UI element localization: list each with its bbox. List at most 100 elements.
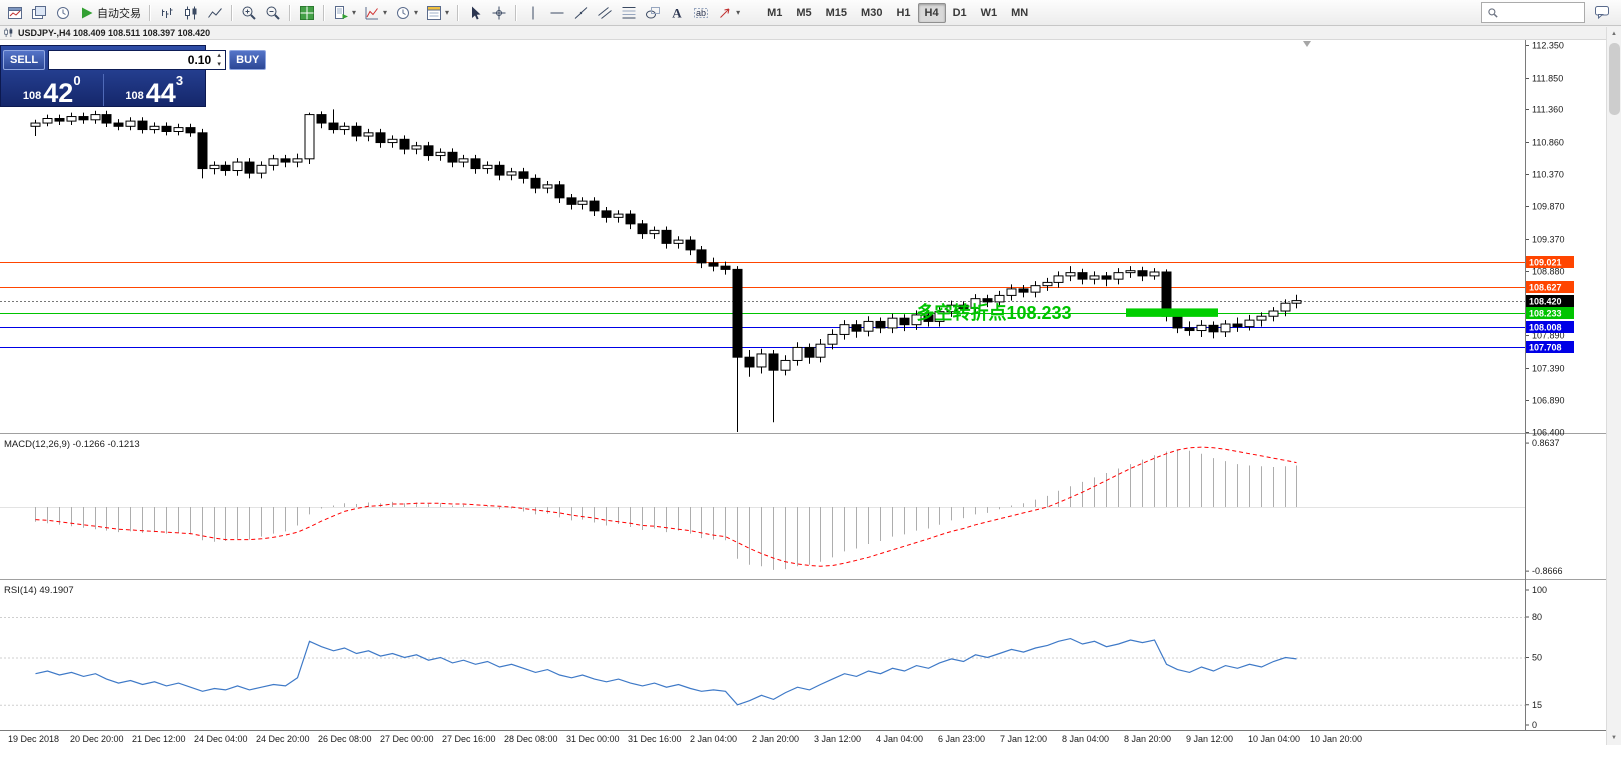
fibonacci-retracement-icon (621, 5, 637, 21)
timeframe-mn-button[interactable]: MN (1004, 3, 1035, 23)
candle (566, 193, 577, 210)
candle (1291, 294, 1302, 309)
sell-price-point: 0 (73, 73, 81, 88)
buy-price-display[interactable]: 108 44 3 (104, 72, 206, 108)
timeframe-m30-button[interactable]: M30 (854, 3, 889, 23)
toolbar-separator (289, 4, 291, 21)
templates-button[interactable]: ▾ (422, 2, 453, 24)
highlight-box[interactable] (1126, 308, 1218, 317)
profiles-button[interactable] (27, 2, 51, 24)
chart-canvas[interactable]: 多空转折点108.233 MACD(12,26,9) -0.1266 -0.121… (0, 40, 1621, 771)
time-axis-label: 2 Jan 04:00 (690, 734, 737, 744)
periods-button[interactable]: ▾ (391, 2, 422, 24)
equidistant-channel-button[interactable] (593, 2, 617, 24)
candle (304, 112, 315, 165)
price-axis: 112.350 111.850 111.360 110.860 110.370 109.8… (1303, 40, 1574, 730)
tile-windows-button[interactable] (295, 2, 319, 24)
candle (339, 122, 350, 135)
fibonacci-retracement-button[interactable] (617, 2, 641, 24)
text-button[interactable]: A (665, 2, 689, 24)
candle (911, 310, 922, 330)
indicators-button[interactable]: ▾ (360, 2, 391, 24)
annotation-text[interactable]: 多空转折点108.233 (917, 302, 1072, 323)
price-level-label[interactable] (1526, 295, 1574, 307)
candle (447, 148, 458, 168)
price-level-label[interactable] (1526, 341, 1574, 353)
buy-button[interactable]: BUY (229, 50, 267, 70)
community-icon[interactable] (1590, 0, 1614, 24)
bar-chart-button[interactable] (155, 2, 179, 24)
candle (756, 348, 767, 374)
candle (1077, 268, 1088, 285)
scrollbar-thumb[interactable] (1608, 43, 1620, 115)
price-level-lines[interactable] (0, 262, 1525, 348)
line-chart-button[interactable] (203, 2, 227, 24)
arrows-button[interactable]: ▾ (713, 2, 744, 24)
price-level-label[interactable] (1526, 307, 1574, 319)
candle (351, 122, 362, 142)
candle (470, 154, 481, 174)
candle (1208, 321, 1219, 339)
text-label-button[interactable]: ab (689, 2, 713, 24)
price-axis-tick: 107.390 (1532, 364, 1565, 374)
candle (173, 123, 184, 136)
candle (1268, 307, 1279, 322)
candle (649, 226, 660, 239)
refresh-button[interactable] (51, 2, 75, 24)
price-level-label[interactable] (1526, 281, 1574, 293)
annotation-layer[interactable]: 多空转折点108.233 (917, 302, 1072, 323)
refresh-icon (55, 5, 71, 21)
price-level-label[interactable] (1526, 256, 1574, 268)
candle (280, 154, 291, 168)
trendline-button[interactable] (569, 2, 593, 24)
sell-price-display[interactable]: 108 42 0 (1, 72, 103, 108)
candle (1042, 277, 1053, 291)
price-axis-tick: 109.370 (1532, 235, 1565, 245)
chart-window-icon (3, 27, 14, 38)
vertical-scrollbar[interactable]: ▲ ▼ (1606, 27, 1621, 745)
candle (982, 294, 993, 308)
cursor-button[interactable] (463, 2, 487, 24)
candle (958, 301, 969, 314)
horizontal-line-button[interactable] (545, 2, 569, 24)
candle (316, 111, 327, 129)
timeframe-d1-button[interactable]: D1 (946, 3, 974, 23)
timeframe-h4-button[interactable]: H4 (917, 2, 946, 23)
sell-price-pips: 42 (43, 77, 74, 108)
new-order-icon (333, 5, 349, 21)
timeframe-m15-button[interactable]: M15 (819, 3, 854, 23)
scroll-down-icon[interactable]: ▼ (1611, 735, 1617, 741)
vertical-line-button[interactable] (521, 2, 545, 24)
price-level-label[interactable] (1526, 321, 1574, 333)
candle (78, 112, 89, 124)
candle (970, 294, 981, 314)
price-level-label-text: 108.233 (1529, 309, 1562, 319)
new-order-button[interactable]: ▾ (329, 2, 360, 24)
volume-input[interactable] (49, 52, 214, 68)
highlight-layer[interactable] (1126, 308, 1218, 317)
volume-increase-icon[interactable]: ▴ (217, 52, 221, 59)
candle (673, 236, 684, 249)
new-chart-button[interactable] (3, 2, 27, 24)
timeframe-w1-button[interactable]: W1 (974, 3, 1005, 23)
candle (708, 257, 719, 272)
timeframe-toolbar: M1 M5 M15 M30 H1 H4 D1 W1 MN (760, 2, 1035, 23)
candle (1220, 320, 1231, 338)
candlestick-chart-button[interactable] (179, 2, 203, 24)
zoom-in-button[interactable] (237, 2, 261, 24)
macd-label: MACD(12,26,9) -0.1266 -0.1213 (4, 439, 140, 450)
volume-decrease-icon[interactable]: ▾ (217, 61, 221, 68)
shapes-button[interactable] (641, 2, 665, 24)
zoom-out-button[interactable] (261, 2, 285, 24)
search-input[interactable] (1503, 6, 1579, 19)
timeframe-m1-button[interactable]: M1 (760, 3, 789, 23)
candle (815, 338, 826, 363)
candle (494, 161, 505, 181)
scroll-up-icon[interactable]: ▲ (1611, 31, 1617, 37)
timeframe-m5-button[interactable]: M5 (789, 3, 818, 23)
timeframe-h1-button[interactable]: H1 (889, 3, 917, 23)
auto-trading-button[interactable]: 自动交易 (75, 2, 145, 24)
crosshair-button[interactable] (487, 2, 511, 24)
sell-button[interactable]: SELL (3, 50, 46, 70)
